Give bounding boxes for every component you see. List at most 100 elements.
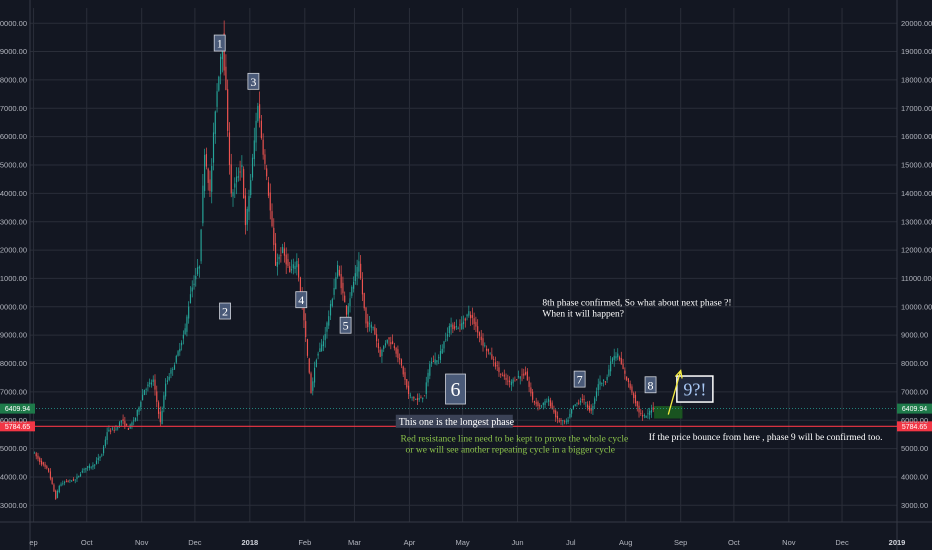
candle-body bbox=[218, 76, 220, 91]
candle-body bbox=[363, 292, 365, 309]
candle-body bbox=[602, 379, 605, 382]
candle-body bbox=[535, 402, 537, 404]
candle-body bbox=[147, 384, 149, 387]
candle-body bbox=[168, 376, 170, 380]
candle-body bbox=[413, 397, 415, 399]
candle-body bbox=[503, 374, 505, 377]
candle-body bbox=[356, 266, 358, 277]
candle-body bbox=[97, 457, 99, 461]
candle-body bbox=[501, 375, 504, 377]
candle-body bbox=[622, 363, 624, 370]
phase-label-box bbox=[213, 34, 226, 52]
candle-body bbox=[367, 321, 369, 328]
annotations: 1 2 3 4 5 6 7 8 9?! 8th phase confirmed, So what … bbox=[213, 34, 883, 455]
y-tick-label-right: 12000.00 bbox=[901, 246, 932, 255]
candle-body bbox=[237, 176, 239, 178]
candle-body bbox=[377, 343, 379, 349]
candle-body bbox=[611, 358, 614, 362]
candle-body bbox=[351, 286, 353, 296]
candle-body bbox=[294, 265, 296, 270]
candle-body bbox=[388, 337, 390, 340]
candle-body bbox=[133, 420, 135, 422]
candle-body bbox=[631, 386, 633, 393]
annotation-text-confirmed: When it will happen? bbox=[542, 309, 624, 319]
candle-body bbox=[478, 332, 481, 336]
candle-body bbox=[140, 401, 142, 408]
candle-body bbox=[402, 366, 404, 375]
candle-body bbox=[296, 260, 298, 268]
candle-body bbox=[195, 276, 197, 280]
candle-body bbox=[436, 360, 438, 363]
x-tick-label: Oct bbox=[728, 538, 741, 547]
candle-body bbox=[53, 484, 55, 492]
candle-body bbox=[540, 405, 543, 407]
candle-body bbox=[282, 247, 284, 254]
candle-body bbox=[193, 283, 195, 286]
candle-body bbox=[576, 403, 578, 404]
candle-body bbox=[88, 465, 90, 469]
current-price-badge-text: 6409.94 bbox=[902, 406, 927, 413]
candle-body bbox=[149, 382, 151, 384]
x-tick-label: 2018 bbox=[242, 538, 259, 547]
candle-body bbox=[298, 264, 300, 278]
candle-body bbox=[613, 355, 615, 360]
candle-body bbox=[544, 401, 546, 406]
candle-body bbox=[276, 261, 278, 267]
candle-body bbox=[498, 367, 500, 373]
candle-body bbox=[360, 263, 362, 279]
candle-body bbox=[347, 306, 349, 315]
next-phase-label: 9?! bbox=[683, 380, 706, 400]
candle-body bbox=[267, 182, 270, 196]
candle-body bbox=[326, 322, 328, 332]
candle-body bbox=[650, 409, 653, 413]
candle-body bbox=[266, 168, 268, 177]
candle-body bbox=[177, 351, 179, 356]
candle-body bbox=[482, 338, 484, 346]
candle-body bbox=[308, 358, 310, 373]
candle-body bbox=[395, 347, 397, 354]
candle-body bbox=[468, 311, 470, 316]
candle-body bbox=[253, 140, 255, 160]
candle-body bbox=[579, 400, 582, 403]
y-tick-label-left: 17000.00 bbox=[0, 104, 27, 113]
y-tick-label-right: 4000.00 bbox=[901, 473, 928, 482]
candle-body bbox=[165, 383, 167, 397]
phase-label: 4 bbox=[298, 293, 304, 307]
candle-body bbox=[368, 323, 371, 325]
candle-body bbox=[290, 268, 293, 271]
candle-body bbox=[280, 255, 282, 257]
candle-body bbox=[87, 466, 89, 468]
candle-body bbox=[553, 409, 555, 413]
candle-body bbox=[117, 427, 119, 429]
candle-body bbox=[583, 398, 585, 400]
candle-body bbox=[182, 334, 184, 339]
y-tick-label-left: 3000.00 bbox=[0, 501, 27, 510]
candle-body bbox=[567, 419, 569, 423]
candle-body bbox=[35, 453, 37, 457]
candle-body bbox=[480, 336, 482, 341]
candle-body bbox=[310, 373, 312, 393]
candle-body bbox=[138, 407, 140, 412]
candle-body bbox=[333, 287, 335, 295]
candle-series bbox=[33, 20, 654, 500]
y-tick-label-left: 16000.00 bbox=[0, 132, 27, 141]
candle-body bbox=[142, 394, 144, 401]
candle-body bbox=[55, 490, 57, 500]
candle-body bbox=[244, 195, 246, 226]
x-tick-label: Nov bbox=[782, 538, 796, 547]
candle-body bbox=[228, 132, 231, 165]
candle-body bbox=[455, 326, 457, 328]
candle-body bbox=[383, 346, 385, 349]
candle-body bbox=[39, 458, 41, 463]
longest-phase-bg bbox=[395, 414, 513, 428]
candle-body bbox=[470, 314, 472, 319]
annotation-text-resistance: or we will see another repeating cycle i… bbox=[406, 445, 615, 455]
candle-body bbox=[113, 430, 115, 431]
candle-body bbox=[313, 367, 316, 383]
candle-body bbox=[273, 227, 275, 245]
candle-body bbox=[606, 376, 608, 381]
candle-body bbox=[418, 398, 420, 400]
y-tick-label-right: 9000.00 bbox=[901, 331, 928, 340]
candle-body bbox=[434, 359, 436, 364]
